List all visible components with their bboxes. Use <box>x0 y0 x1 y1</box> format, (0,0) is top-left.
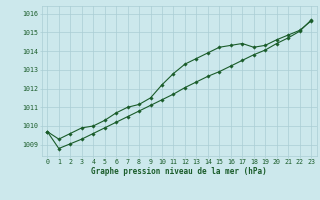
X-axis label: Graphe pression niveau de la mer (hPa): Graphe pression niveau de la mer (hPa) <box>91 167 267 176</box>
